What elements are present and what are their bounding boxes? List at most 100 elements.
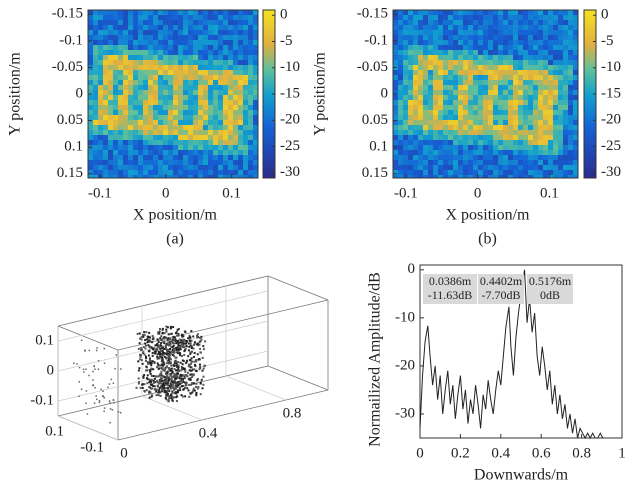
colorbar-tick-label: -15 bbox=[280, 85, 300, 101]
heatmap-cell bbox=[133, 40, 138, 45]
heatmap-cell bbox=[558, 75, 563, 80]
heatmap-cell bbox=[468, 90, 473, 95]
cloud-point bbox=[194, 343, 196, 345]
heatmap-cell bbox=[533, 110, 538, 115]
heatmap-cell bbox=[403, 10, 408, 15]
heatmap-cell bbox=[493, 30, 498, 35]
heatmap-cell bbox=[548, 10, 553, 15]
heatmap-cell bbox=[543, 105, 548, 110]
heatmap-cell bbox=[528, 155, 533, 160]
cloud-point bbox=[142, 351, 144, 353]
colorbar-step bbox=[584, 22, 596, 24]
heatmap-cell bbox=[208, 155, 213, 160]
colorbar-step bbox=[584, 100, 596, 102]
heatmap-cell bbox=[253, 110, 258, 115]
heatmap-cell bbox=[163, 65, 168, 70]
cloud-point bbox=[172, 387, 174, 389]
heatmap-cell bbox=[408, 110, 413, 115]
colorbar-step bbox=[584, 154, 596, 156]
heatmap-cell bbox=[398, 45, 403, 50]
heatmap-cell bbox=[418, 65, 423, 70]
heatmap-cell bbox=[573, 60, 578, 65]
heatmap-cell bbox=[113, 110, 118, 115]
heatmap-cell bbox=[553, 120, 558, 125]
heatmap-cell bbox=[493, 120, 498, 125]
heatmap-cell bbox=[233, 120, 238, 125]
heatmap-cell bbox=[218, 100, 223, 105]
box-edge bbox=[58, 326, 118, 350]
heatmap-cell bbox=[553, 135, 558, 140]
heatmap-cell bbox=[548, 135, 553, 140]
heatmap-cell bbox=[228, 120, 233, 125]
cloud-point bbox=[168, 379, 170, 381]
heatmap-cell bbox=[553, 35, 558, 40]
heatmap-cell bbox=[523, 40, 528, 45]
cloud-point bbox=[159, 328, 161, 330]
heatmap-cell bbox=[458, 20, 463, 25]
heatmap-cell bbox=[493, 90, 498, 95]
heatmap-cell bbox=[483, 125, 488, 130]
heatmap-cell bbox=[403, 155, 408, 160]
heatmap-cell bbox=[448, 70, 453, 75]
colorbar-step bbox=[584, 16, 596, 18]
heatmap-cell bbox=[208, 60, 213, 65]
heatmap-cell bbox=[188, 70, 193, 75]
heatmap-cell bbox=[248, 95, 253, 100]
heatmap-cell bbox=[138, 10, 143, 15]
heatmap-cell bbox=[538, 60, 543, 65]
heatmap-cell bbox=[183, 70, 188, 75]
heatmap-cell bbox=[103, 45, 108, 50]
heatmap-cell bbox=[133, 70, 138, 75]
heatmap-cell bbox=[488, 75, 493, 80]
heatmap-cell bbox=[398, 125, 403, 130]
colorbar-step bbox=[263, 114, 275, 116]
heatmap-cell bbox=[138, 145, 143, 150]
heatmap-cell bbox=[513, 55, 518, 60]
cloud-point bbox=[178, 366, 180, 368]
heatmap-cell bbox=[533, 135, 538, 140]
heatmap-cell bbox=[453, 80, 458, 85]
heatmap-cell bbox=[463, 145, 468, 150]
colorbar-step bbox=[584, 108, 596, 110]
heatmap-cell bbox=[143, 130, 148, 135]
heatmap-cell bbox=[423, 155, 428, 160]
heatmap-cell bbox=[408, 80, 413, 85]
cloud-point bbox=[179, 376, 181, 378]
heatmap-cell bbox=[453, 120, 458, 125]
cloud-point bbox=[167, 342, 169, 344]
heatmap-cell bbox=[403, 70, 408, 75]
heatmap-cell bbox=[513, 135, 518, 140]
heatmap-cell bbox=[393, 115, 398, 120]
heatmap-cell bbox=[163, 90, 168, 95]
heatmap-cell bbox=[213, 135, 218, 140]
heatmap-cell bbox=[88, 105, 93, 110]
heatmap-cell bbox=[143, 20, 148, 25]
heatmap-cell bbox=[198, 125, 203, 130]
heatmap-cell bbox=[88, 75, 93, 80]
heatmap-cell bbox=[418, 55, 423, 60]
heatmap-cell bbox=[513, 25, 518, 30]
heatmap-cell bbox=[528, 55, 533, 60]
cloud-point bbox=[144, 354, 146, 356]
heatmap-cell bbox=[568, 80, 573, 85]
heatmap-cell bbox=[568, 150, 573, 155]
heatmap-cell bbox=[448, 95, 453, 100]
heatmap-cell bbox=[213, 125, 218, 130]
heatmap-cell bbox=[438, 30, 443, 35]
heatmap-cell bbox=[538, 130, 543, 135]
heatmap-cell bbox=[433, 30, 438, 35]
heatmap-cell bbox=[463, 130, 468, 135]
y-tick-label: 0.05 bbox=[362, 112, 388, 128]
heatmap-cell bbox=[483, 135, 488, 140]
heatmap-cell bbox=[193, 95, 198, 100]
colorbar-step bbox=[263, 82, 275, 84]
heatmap-cell bbox=[553, 165, 558, 170]
heatmap-cell bbox=[118, 170, 123, 175]
heatmap-cell bbox=[573, 130, 578, 135]
cloud-point bbox=[160, 350, 162, 352]
heatmap-cell bbox=[198, 80, 203, 85]
heatmap-cell bbox=[203, 170, 208, 175]
heatmap-cell bbox=[228, 165, 233, 170]
heatmap-cell bbox=[248, 20, 253, 25]
heatmap-cell bbox=[503, 80, 508, 85]
